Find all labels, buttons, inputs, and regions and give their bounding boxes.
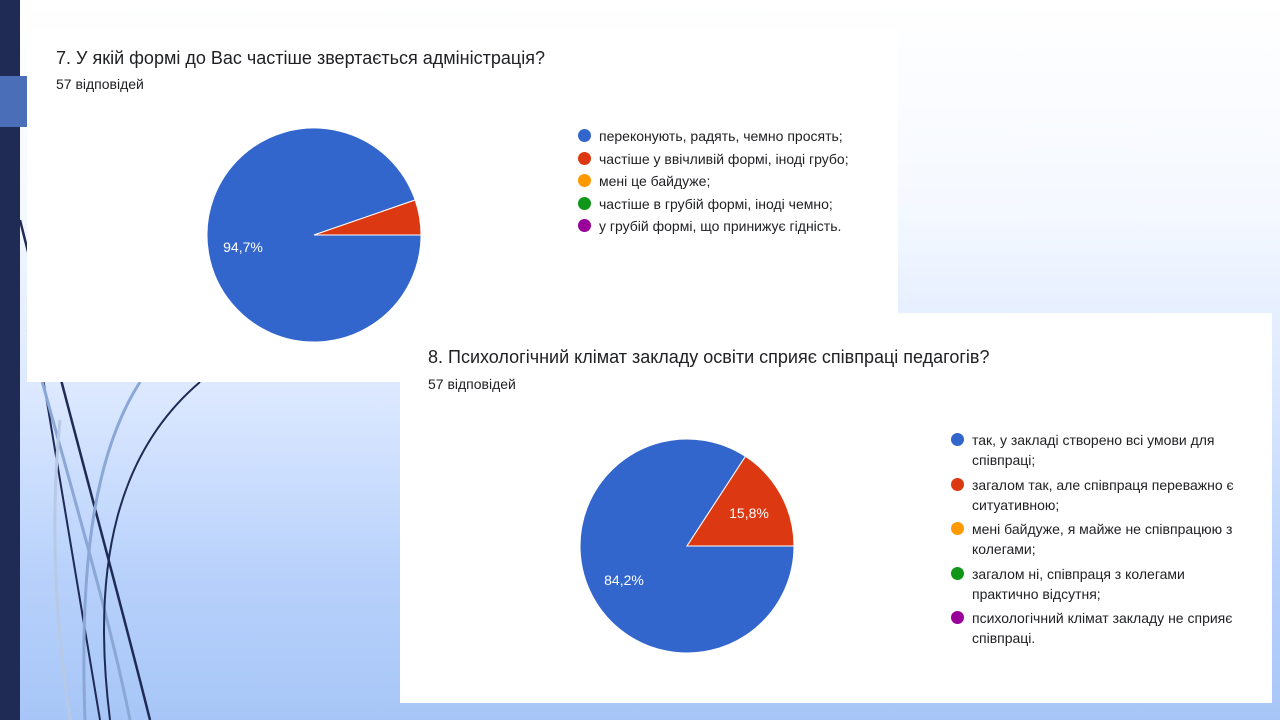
left-decor-strip [0, 0, 20, 720]
legend-item: так, у закладі створено всі умови для сп… [951, 430, 1242, 470]
legend-label: мені це байдуже; [599, 173, 711, 189]
pie-chart: 84,2% 15,8% [579, 438, 795, 654]
legend-swatch [578, 196, 591, 210]
legend-swatch [951, 477, 964, 491]
response-count: 57 відповідей [56, 76, 144, 92]
legend-label: у грубій формі, що принижує гідність. [599, 218, 842, 234]
legend-label: частіше у ввічливій формі, іноді грубо; [599, 150, 849, 167]
slice-data-label: 94,7% [223, 239, 263, 255]
chart-title: 7. У якій формі до Вас частіше звертаєть… [56, 48, 545, 68]
legend-item: загалом так, але співпраця переважно є с… [951, 475, 1242, 515]
slice-data-label: 84,2% [604, 572, 644, 588]
slice-data-label: 15,8% [729, 505, 769, 521]
legend-label: так, у закладі створено всі умови для сп… [972, 432, 1215, 468]
pie-slice [313, 199, 422, 236]
legend-item: мені це байдуже; [578, 171, 849, 191]
chart-legend: переконують, радять, чемно просять; част… [578, 126, 849, 239]
legend-item: загалом ні, співпраця з колегами практич… [951, 564, 1242, 604]
legend-item: переконують, радять, чемно просять; [578, 126, 849, 146]
legend-item: частіше у ввічливій формі, іноді грубо; [578, 149, 849, 169]
decorative-curves [18, 219, 201, 720]
legend-label: загалом так, але співпраця переважно є с… [972, 476, 1234, 513]
legend-swatch [578, 151, 591, 165]
legend-swatch [578, 219, 591, 232]
chart-title: 8. Психологічний клімат закладу освіти с… [428, 347, 990, 367]
legend-swatch [951, 433, 964, 446]
pie-chart: 94,7% [207, 128, 422, 343]
left-accent-block [0, 76, 27, 127]
legend-item: мені байдуже, я майже не співпрацюю з ко… [951, 519, 1242, 559]
legend-label: переконують, радять, чемно просять; [599, 128, 843, 144]
legend-swatch [951, 611, 964, 624]
legend-label: загалом ні, співпраця з колегами практич… [972, 565, 1185, 602]
legend-swatch [951, 522, 964, 535]
response-count: 57 відповідей [428, 376, 516, 392]
legend-item: у грубій формі, що принижує гідність. [578, 216, 849, 236]
legend-label: частіше в грубій формі, іноді чемно; [599, 195, 833, 212]
legend-swatch [951, 566, 964, 580]
legend-swatch [578, 129, 591, 142]
legend-label: психологічний клімат закладу не сприяє с… [972, 610, 1233, 646]
legend-label: мені байдуже, я майже не співпрацюю з ко… [972, 521, 1233, 557]
legend-swatch [578, 174, 591, 187]
legend-item: частіше в грубій формі, іноді чемно; [578, 194, 849, 214]
pie-slice [686, 455, 795, 547]
chart-legend: так, у закладі створено всі умови для сп… [951, 430, 1242, 653]
legend-item: психологічний клімат закладу не сприяє с… [951, 608, 1242, 648]
chart-card-q8: 8. Психологічний клімат закладу освіти с… [400, 313, 1272, 703]
